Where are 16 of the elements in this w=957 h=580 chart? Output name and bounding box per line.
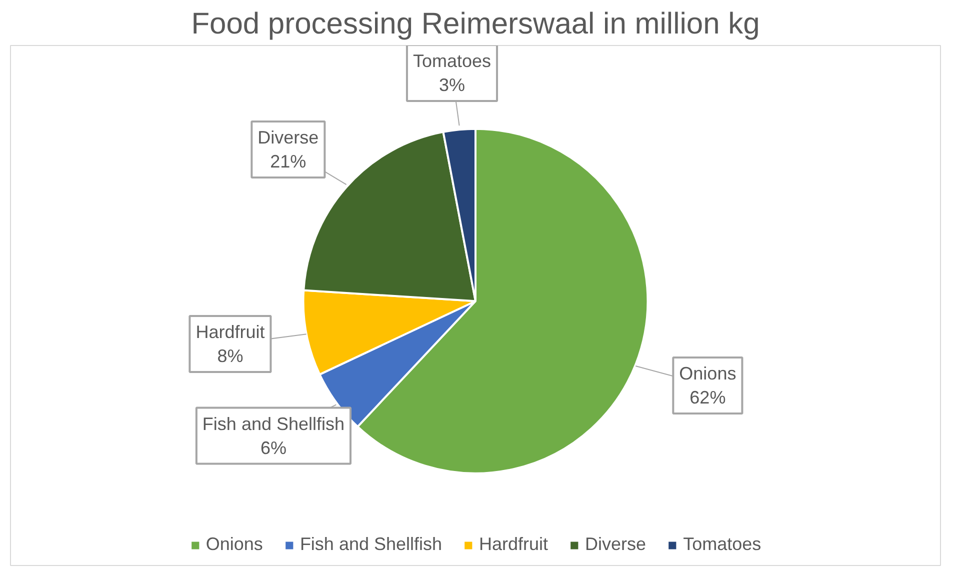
slice-label: Diverse xyxy=(258,128,319,148)
data-label: 8% xyxy=(217,346,244,366)
data-label: 6% xyxy=(260,438,286,458)
legend-label: Diverse xyxy=(585,534,646,555)
legend-label: Tomatoes xyxy=(683,534,762,555)
data-label: 62% xyxy=(690,387,726,408)
slice-label: Onions xyxy=(679,363,736,384)
slice-label: Fish and Shellfish xyxy=(202,414,345,434)
chart-title: Food processing Reimerswaal in million kg xyxy=(191,8,760,40)
legend-label: Fish and Shellfish xyxy=(300,534,442,555)
data-label: 3% xyxy=(438,74,466,95)
data-label: 21% xyxy=(270,152,306,172)
legend-label: Onions xyxy=(206,534,263,555)
slice-label: Tomatoes xyxy=(412,50,492,71)
slice-label: Hardfruit xyxy=(196,322,265,342)
legend-label: Hardfruit xyxy=(479,534,548,555)
